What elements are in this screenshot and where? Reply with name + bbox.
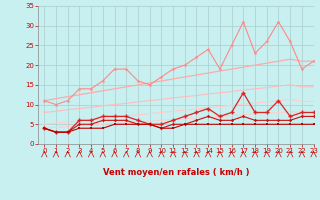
X-axis label: Vent moyen/en rafales ( km/h ): Vent moyen/en rafales ( km/h ) bbox=[103, 168, 249, 177]
